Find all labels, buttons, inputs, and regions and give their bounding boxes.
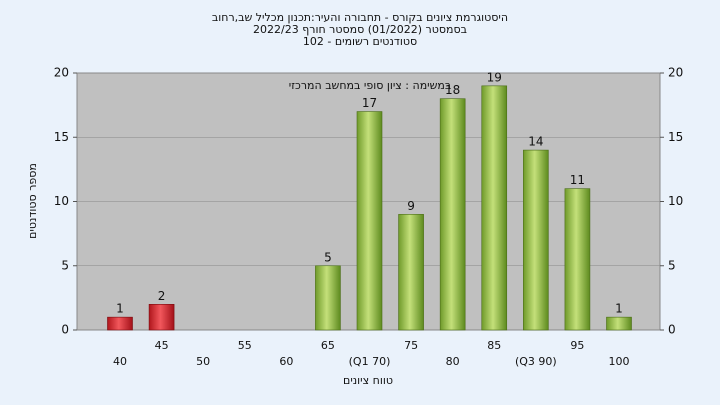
x-tick-label: 55 [238,339,252,352]
x-tick-label: (Q3 90) [515,355,557,368]
y-axis-label: מספר סטודנטים [26,163,39,239]
x-tick-label: 45 [155,339,169,352]
value-label: 5 [324,250,332,264]
chart-subtitle: בסמסטר (01/2022) סמסטר חורף 2022/23 [253,23,467,36]
y2-tick-label: 5 [668,258,676,272]
value-label: 19 [487,70,502,84]
y2-tick-label: 20 [668,66,683,80]
bar [398,214,424,331]
value-label: 9 [407,199,415,213]
bar [148,303,175,331]
bar [606,316,632,331]
y2-tick-label: 15 [668,130,683,144]
x-tick-label: 80 [446,355,460,368]
value-label: 2 [158,289,166,303]
value-label: 1 [615,302,623,316]
y-tick-label: 20 [54,66,69,80]
bar [356,111,383,331]
bar [523,149,549,331]
x-tick-label: 75 [404,339,418,352]
y-tick-label: 10 [54,194,69,208]
x-tick-label: (Q1 70) [349,355,391,368]
value-label: 1 [116,302,124,316]
x-tick-label: 95 [570,339,584,352]
bar [439,98,466,331]
bar [315,265,341,331]
y2-tick-label: 10 [668,194,683,208]
value-label: 17 [362,96,377,110]
x-tick-label: 60 [279,355,293,368]
bar [564,188,591,331]
x-tick-label: 85 [487,339,501,352]
y-tick-label: 5 [61,258,69,272]
x-tick-label: 100 [609,355,630,368]
bar [481,85,508,331]
y-tick-label: 0 [61,323,69,337]
value-label: 11 [570,173,585,187]
chart-subtitle: סטודנטים רשומים - 102 [303,35,417,48]
value-label: 14 [528,135,543,149]
value-label: 18 [445,83,460,97]
annotation: במשימה : ציון סופי במחשב המרכזי [289,79,452,92]
y-tick-label: 15 [54,130,69,144]
chart-title: היסטוגרמת ציונים בקורס - תחבורה והעיר:תכ… [212,11,508,24]
x-axis-label: טווח ציונים [343,374,393,387]
x-tick-label: 40 [113,355,127,368]
bar [107,316,133,331]
x-tick-label: 50 [196,355,210,368]
x-tick-label: 65 [321,339,335,352]
y2-tick-label: 0 [668,323,676,337]
